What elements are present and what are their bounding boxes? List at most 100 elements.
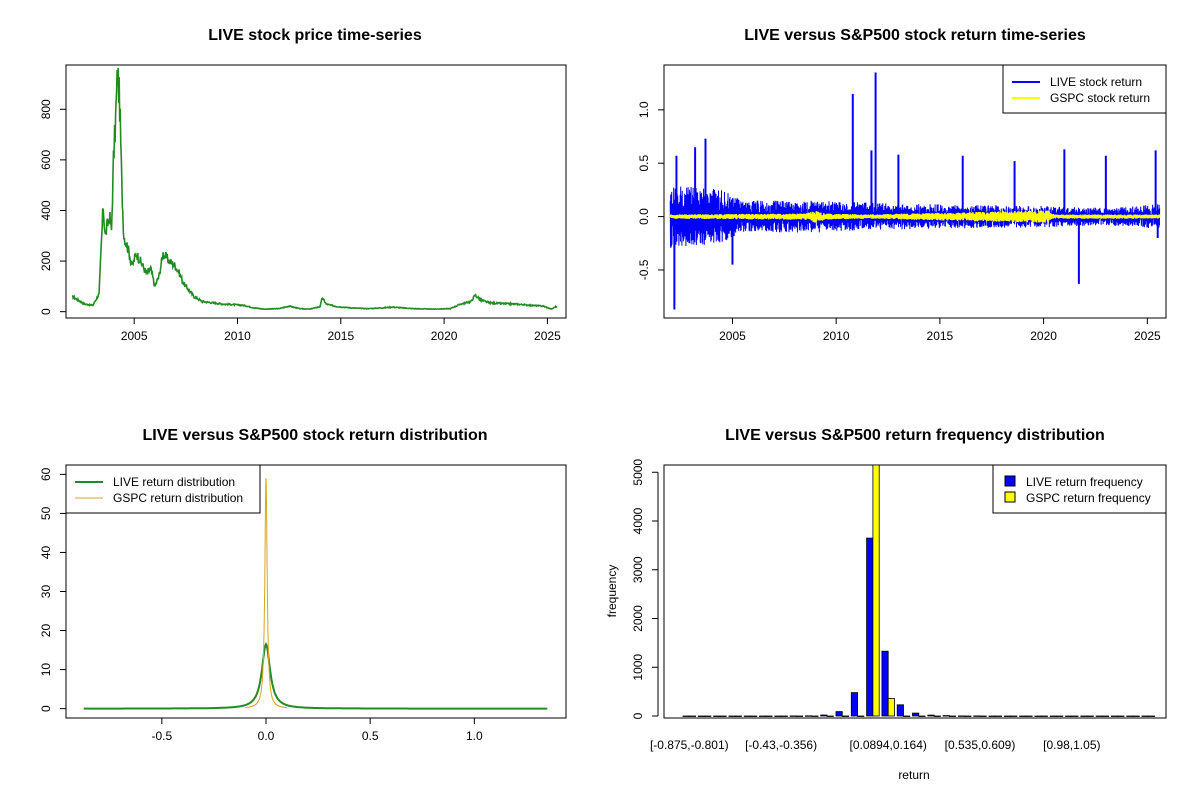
x-axis-label: return [898,768,929,782]
y-tick-label: 0 [39,308,53,315]
bar-live [912,712,920,717]
bar-live [774,715,782,717]
x-tick-label: 2025 [1134,329,1161,343]
bar-gspc [811,715,819,717]
return-timeseries-panel: LIVE versus S&P500 stock return time-ser… [637,27,1167,343]
bar-gspc [688,715,696,717]
y-tick-label: 0 [39,705,53,712]
y-tick-label: 40 [39,545,53,559]
bar-gspc [903,715,911,717]
bar-gspc [1010,715,1018,717]
bar-live [1126,715,1134,717]
bar-gspc [704,715,712,717]
bar-live [1111,715,1119,717]
bar-live [1095,715,1103,717]
x-tick-label: [0.0894,0.164) [849,738,926,752]
bar-live [743,715,751,717]
y-tick-label: 600 [39,150,53,170]
y-tick-label: 0 [631,712,645,719]
x-tick-label: 2010 [224,329,251,343]
legend-box [1002,64,1167,114]
x-tick-label: [0.535,0.609) [945,738,1016,752]
density-line-live [83,641,548,710]
bar-gspc [979,715,987,717]
bar-gspc [994,715,1002,717]
bar-live [713,715,721,717]
y-tick-label: 20 [39,624,53,638]
bar-live [728,715,736,717]
x-tick-label: 2025 [534,329,561,343]
x-tick-label: 2005 [719,329,746,343]
bar-gspc [765,715,773,717]
bar-live [835,711,843,717]
x-tick-label: 1.0 [466,729,483,743]
bar-gspc [719,715,727,717]
x-tick-label: -0.5 [151,729,172,743]
bar-gspc [1056,715,1064,717]
x-tick-label: 2015 [327,329,354,343]
bar-gspc [1071,715,1079,717]
bar-gspc [1132,715,1140,717]
x-tick-label: 2020 [1030,329,1057,343]
legend-label-gspc: GSPC return frequency [1026,491,1151,505]
return-timeseries-title: LIVE versus S&P500 stock return time-ser… [744,27,1086,44]
price-chart-title: LIVE stock price time-series [208,27,422,44]
return-distribution-panel: LIVE versus S&P500 stock return distribu… [39,427,567,743]
bar-live [1141,715,1149,717]
bar-live [927,714,935,717]
legend-label-gspc: GSPC return distribution [113,491,243,505]
y-tick-label: 5000 [631,459,645,486]
x-tick-label: 2020 [431,329,458,343]
legend-box [992,464,1167,514]
y-tick-label: 1000 [631,654,645,681]
y-axis-label: frequency [605,565,619,618]
bar-live [881,650,889,717]
x-tick-label: [0.98,1.05) [1043,738,1100,752]
x-tick-label: 0.0 [258,729,275,743]
y-tick-label: 60 [39,467,53,481]
x-tick-label: [-0.43,-0.356) [745,738,817,752]
bar-gspc [887,698,895,717]
density-line-gspc [245,478,287,709]
price-chart-panel: LIVE stock price time-series 2005 2010 201… [39,27,567,343]
y-tick-label: 10 [39,663,53,677]
return-timeseries-legend: LIVE stock return GSPC stock return [1002,64,1167,114]
bar-gspc [826,715,834,717]
price-chart-plot-box [65,64,567,319]
bar-gspc [796,715,804,717]
bar-gspc [872,464,880,717]
bar-live [1065,715,1073,717]
y-tick-label: 30 [39,585,53,599]
bar-gspc [1147,715,1156,717]
bar-gspc [964,715,972,717]
bar-live [942,715,950,717]
return-frequency-legend: LIVE return frequency GSPC return freque… [992,464,1167,514]
y-tick-label: 200 [39,251,53,271]
bar-live [1003,715,1011,717]
legend-swatch-live [1004,475,1016,487]
y-tick-label: 2000 [631,605,645,632]
bar-live [1034,715,1042,717]
bar-live [820,714,828,717]
bar-gspc [1102,715,1110,717]
bar-gspc [780,715,788,717]
legend-swatch-gspc [1004,491,1016,503]
x-tick-label: [-0.875,-0.801) [650,738,729,752]
bar-live [682,715,690,717]
return-frequency-plot-box [663,464,1167,719]
y-tick-label: 3000 [631,556,645,583]
y-tick-label: 4000 [631,507,645,534]
series-line-gspc-return [669,210,1161,223]
legend-box [65,464,261,514]
y-tick-label: 0.5 [637,155,651,172]
bar-gspc [933,715,941,717]
bar-live [697,715,705,717]
bar-live [958,715,966,717]
y-tick-label: 50 [39,506,53,520]
bar-gspc [918,715,926,717]
return-frequency-panel: LIVE versus S&P500 return frequency dist… [605,427,1167,782]
y-tick-label: 1.0 [637,101,651,118]
bar-live [1080,715,1088,717]
legend-label-live: LIVE stock return [1050,75,1142,89]
